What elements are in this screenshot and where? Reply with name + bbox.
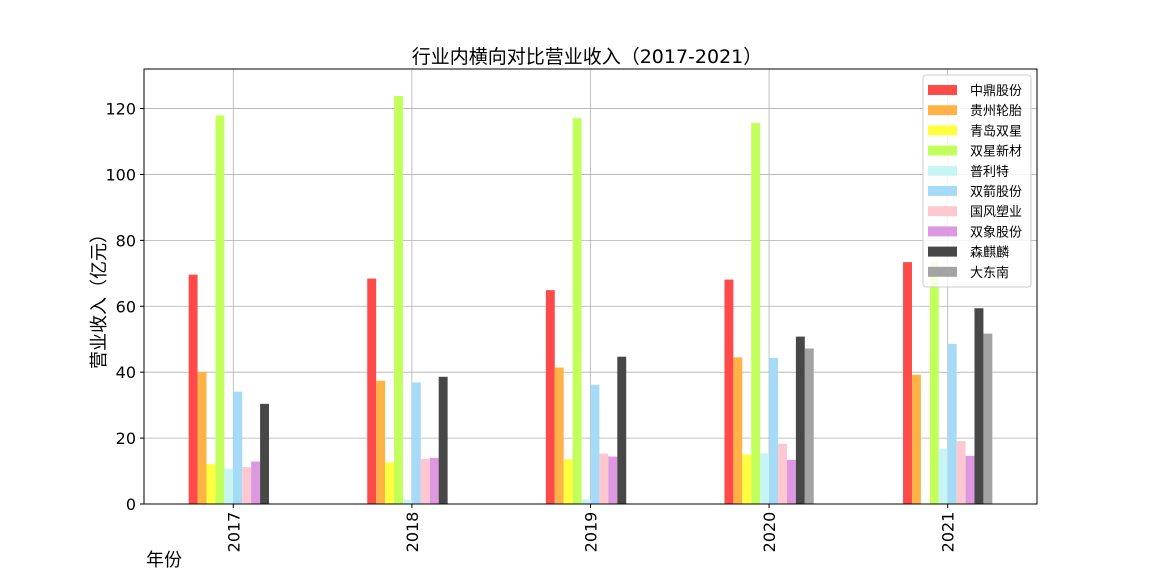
legend-swatch xyxy=(928,125,957,136)
legend-label: 青岛双星 xyxy=(970,123,1022,139)
bar xyxy=(242,467,252,504)
x-axis-title: 年份 xyxy=(146,550,182,571)
legend-label: 双箭股份 xyxy=(970,184,1022,200)
bar xyxy=(438,376,448,504)
bar xyxy=(429,457,439,504)
bar xyxy=(233,391,243,504)
bar xyxy=(572,118,582,505)
bar xyxy=(411,382,421,504)
x-tick-label: 2017 xyxy=(224,512,243,553)
bar xyxy=(599,453,609,504)
bar xyxy=(929,262,939,504)
bar xyxy=(974,308,984,504)
bar xyxy=(608,456,618,504)
legend-label: 双象股份 xyxy=(970,225,1022,240)
bar xyxy=(956,441,966,504)
bar xyxy=(385,462,395,504)
bar xyxy=(769,358,779,504)
x-tick-label: 2019 xyxy=(582,512,601,553)
bar xyxy=(224,468,234,504)
x-axis: 2017 2018 2019 2020 2021 xyxy=(224,504,958,553)
x-tick-label: 2020 xyxy=(760,512,779,553)
bar xyxy=(394,96,403,504)
bar xyxy=(420,458,430,504)
legend-swatch xyxy=(928,85,957,95)
bar xyxy=(554,367,564,504)
bar xyxy=(367,278,377,504)
bar xyxy=(804,348,814,504)
legend-label: 双星新材 xyxy=(970,144,1022,160)
bar xyxy=(251,461,261,504)
bar xyxy=(590,384,600,504)
bar xyxy=(206,464,216,504)
y-axis: 0 20 40 60 80 100 120 xyxy=(105,100,144,514)
legend-label: 中鼎股份 xyxy=(970,84,1022,99)
y-tick-label: 0 xyxy=(126,495,136,514)
bar xyxy=(751,123,761,504)
bar xyxy=(260,403,270,504)
chart-title: 行业内横向对比营业收入（2017-2021） xyxy=(412,46,763,68)
y-tick-label: 40 xyxy=(116,363,136,382)
bar xyxy=(581,499,591,504)
bar xyxy=(197,372,207,504)
bar xyxy=(742,454,752,504)
x-tick-label: 2021 xyxy=(939,512,958,553)
y-tick-label: 100 xyxy=(105,165,136,184)
bar xyxy=(376,380,386,504)
legend-swatch xyxy=(928,145,957,156)
bar xyxy=(965,455,975,504)
y-tick-label: 60 xyxy=(116,297,136,316)
bar xyxy=(402,499,412,504)
legend-label: 国风塑业 xyxy=(970,205,1022,220)
y-tick-label: 80 xyxy=(116,231,136,250)
bar xyxy=(947,343,957,504)
bar xyxy=(795,336,805,504)
bar xyxy=(215,115,225,504)
legend-swatch xyxy=(928,226,957,237)
legend-label: 大东南 xyxy=(970,265,1009,281)
legend-label: 贵州轮胎 xyxy=(970,104,1022,119)
legend-label: 森麒麟 xyxy=(970,245,1009,261)
bar xyxy=(938,448,948,504)
x-tick-label: 2018 xyxy=(403,512,422,553)
legend-swatch xyxy=(928,186,957,196)
legend-swatch xyxy=(928,266,957,277)
bar xyxy=(563,459,573,504)
bar xyxy=(903,262,912,504)
legend-swatch xyxy=(928,246,957,257)
legend-swatch xyxy=(928,165,957,176)
bar xyxy=(724,279,734,504)
bar xyxy=(786,459,796,504)
legend-label: 普利特 xyxy=(970,165,1009,180)
bar xyxy=(983,333,993,504)
bar xyxy=(545,290,555,504)
bar xyxy=(760,453,770,504)
bar xyxy=(911,374,921,504)
legend-swatch xyxy=(928,206,957,217)
bars-layer xyxy=(188,96,993,505)
bar xyxy=(778,443,787,504)
y-axis-title: 营业收入（亿元） xyxy=(89,225,110,369)
bar xyxy=(617,356,627,504)
y-tick-label: 20 xyxy=(116,429,136,448)
bar xyxy=(733,357,743,504)
y-tick-label: 120 xyxy=(105,100,136,119)
legend-swatch xyxy=(928,105,957,116)
bar xyxy=(188,274,198,504)
